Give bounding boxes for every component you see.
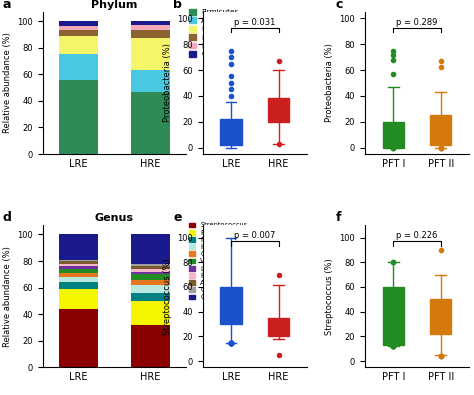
Text: e: e (173, 211, 182, 224)
Bar (131, 70, 170, 92)
Bar (131, 38, 170, 70)
Y-axis label: Relative abundance (%): Relative abundance (%) (3, 246, 12, 347)
Bar (59, 266, 98, 269)
Text: c: c (336, 0, 343, 11)
PathPatch shape (430, 299, 451, 334)
Bar (131, 301, 170, 325)
Bar (59, 80, 98, 154)
Bar (59, 55, 98, 80)
Bar (59, 264, 98, 266)
Text: p = 0.031: p = 0.031 (234, 18, 275, 27)
Title: Genus: Genus (95, 213, 134, 223)
Y-axis label: Streptococcus (%): Streptococcus (%) (163, 258, 172, 335)
Bar (131, 274, 170, 280)
Bar (131, 272, 170, 274)
Bar (59, 235, 98, 260)
Bar (131, 266, 170, 269)
Text: f: f (336, 211, 341, 224)
Bar (131, 325, 170, 367)
Bar (131, 30, 170, 38)
Text: p = 0.226: p = 0.226 (396, 231, 438, 240)
Bar (131, 293, 170, 301)
Bar (131, 285, 170, 293)
Y-axis label: Relative abundance (%): Relative abundance (%) (3, 32, 12, 134)
PathPatch shape (430, 115, 451, 145)
Bar (59, 289, 98, 309)
Bar (131, 21, 170, 25)
Bar (131, 235, 170, 264)
Bar (59, 26, 98, 30)
Bar (59, 269, 98, 273)
PathPatch shape (220, 119, 242, 145)
Bar (59, 21, 98, 26)
Title: Phylum: Phylum (91, 0, 137, 10)
Text: a: a (2, 0, 11, 11)
Bar (131, 264, 170, 266)
Bar (59, 261, 98, 264)
PathPatch shape (268, 98, 289, 122)
Legend: Firmicutes, Actinobacteria, Proteobacteria, Bacteroidetes, Fusobacteria, Other: Firmicutes, Actinobacteria, Proteobacter… (189, 9, 255, 57)
Text: p = 0.289: p = 0.289 (396, 18, 438, 27)
PathPatch shape (383, 287, 404, 345)
Y-axis label: Proteobacteria (%): Proteobacteria (%) (163, 43, 172, 122)
Text: p = 0.007: p = 0.007 (234, 231, 275, 240)
Bar (131, 25, 170, 30)
Y-axis label: Streptococcus (%): Streptococcus (%) (325, 258, 334, 335)
Legend: Streptococcus, Rothia, Neisseria, Haemophilus, Granulicatella, Veillonella, Lept: Streptococcus, Rothia, Neisseria, Haemop… (189, 222, 257, 300)
Bar (59, 309, 98, 367)
Bar (59, 30, 98, 36)
PathPatch shape (383, 122, 404, 148)
Bar (59, 273, 98, 277)
Bar (59, 282, 98, 289)
PathPatch shape (220, 287, 242, 324)
Bar (131, 269, 170, 272)
Text: b: b (173, 0, 182, 11)
Bar (59, 36, 98, 55)
Y-axis label: Proteobacteria (%): Proteobacteria (%) (325, 43, 334, 122)
Bar (59, 277, 98, 282)
Bar (131, 92, 170, 154)
Text: d: d (2, 211, 11, 224)
Bar (59, 260, 98, 261)
Bar (131, 280, 170, 285)
PathPatch shape (268, 318, 289, 337)
